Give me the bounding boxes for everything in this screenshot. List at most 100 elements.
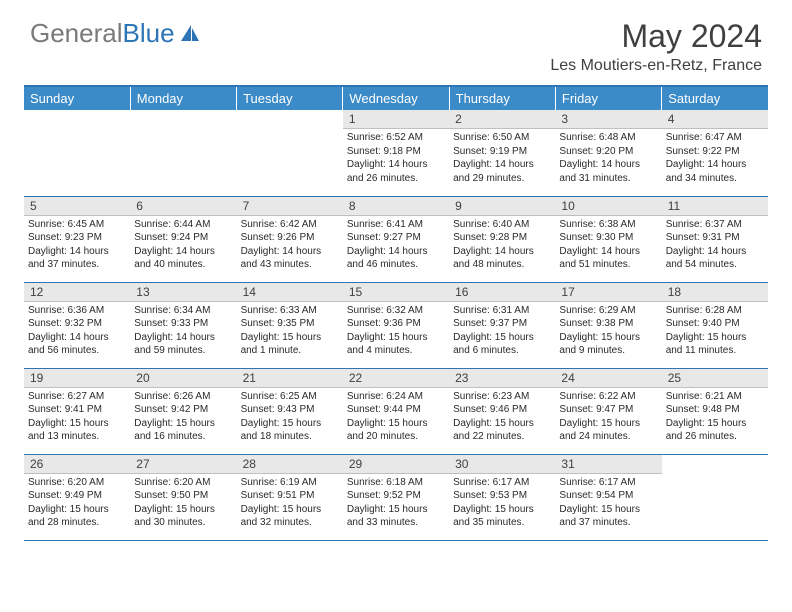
day-number: 16 [449,283,555,302]
sunset-line: Sunset: 9:33 PM [134,317,232,331]
sunset-line: Sunset: 9:26 PM [241,231,339,245]
sunrise-line: Sunrise: 6:17 AM [453,476,551,490]
sunrise-line: Sunrise: 6:40 AM [453,218,551,232]
day-number: 28 [237,455,343,474]
day-details: Sunrise: 6:47 AMSunset: 9:22 PMDaylight:… [662,129,768,189]
calendar-cell: 10Sunrise: 6:38 AMSunset: 9:30 PMDayligh… [555,196,661,282]
calendar-cell: 28Sunrise: 6:19 AMSunset: 9:51 PMDayligh… [237,454,343,540]
day-details: Sunrise: 6:34 AMSunset: 9:33 PMDaylight:… [130,302,236,362]
sunset-line: Sunset: 9:31 PM [666,231,764,245]
daylight-line: Daylight: 14 hours and 37 minutes. [28,245,126,272]
day-number: 2 [449,110,555,129]
sunset-line: Sunset: 9:50 PM [134,489,232,503]
sunrise-line: Sunrise: 6:37 AM [666,218,764,232]
daylight-line: Daylight: 14 hours and 29 minutes. [453,158,551,185]
day-header: Saturday [662,87,768,110]
calendar-cell: 31Sunrise: 6:17 AMSunset: 9:54 PMDayligh… [555,454,661,540]
day-details: Sunrise: 6:17 AMSunset: 9:53 PMDaylight:… [449,474,555,534]
sunset-line: Sunset: 9:52 PM [347,489,445,503]
sunrise-line: Sunrise: 6:50 AM [453,131,551,145]
daylight-line: Daylight: 15 hours and 28 minutes. [28,503,126,530]
sunset-line: Sunset: 9:19 PM [453,145,551,159]
day-details: Sunrise: 6:36 AMSunset: 9:32 PMDaylight:… [24,302,130,362]
sunset-line: Sunset: 9:22 PM [666,145,764,159]
day-header: Sunday [24,87,130,110]
sunset-line: Sunset: 9:36 PM [347,317,445,331]
day-details: Sunrise: 6:27 AMSunset: 9:41 PMDaylight:… [24,388,130,448]
sunrise-line: Sunrise: 6:45 AM [28,218,126,232]
day-details: Sunrise: 6:17 AMSunset: 9:54 PMDaylight:… [555,474,661,534]
day-details: Sunrise: 6:25 AMSunset: 9:43 PMDaylight:… [237,388,343,448]
sunrise-line: Sunrise: 6:20 AM [28,476,126,490]
calendar-table: SundayMondayTuesdayWednesdayThursdayFrid… [24,87,768,541]
daylight-line: Daylight: 15 hours and 26 minutes. [666,417,764,444]
day-number: 19 [24,369,130,388]
day-details: Sunrise: 6:31 AMSunset: 9:37 PMDaylight:… [449,302,555,362]
day-number: 21 [237,369,343,388]
daylight-line: Daylight: 14 hours and 54 minutes. [666,245,764,272]
calendar-cell: 20Sunrise: 6:26 AMSunset: 9:42 PMDayligh… [130,368,236,454]
day-details: Sunrise: 6:32 AMSunset: 9:36 PMDaylight:… [343,302,449,362]
calendar-cell [130,110,236,196]
daylight-line: Daylight: 15 hours and 37 minutes. [559,503,657,530]
daylight-line: Daylight: 14 hours and 34 minutes. [666,158,764,185]
day-details: Sunrise: 6:45 AMSunset: 9:23 PMDaylight:… [24,216,130,276]
daylight-line: Daylight: 14 hours and 40 minutes. [134,245,232,272]
calendar-cell: 24Sunrise: 6:22 AMSunset: 9:47 PMDayligh… [555,368,661,454]
day-number: 20 [130,369,236,388]
sunset-line: Sunset: 9:49 PM [28,489,126,503]
day-number: 13 [130,283,236,302]
title-block: May 2024 Les Moutiers-en-Retz, France [550,18,762,75]
month-title: May 2024 [550,18,762,55]
day-details: Sunrise: 6:18 AMSunset: 9:52 PMDaylight:… [343,474,449,534]
sunrise-line: Sunrise: 6:26 AM [134,390,232,404]
sunset-line: Sunset: 9:37 PM [453,317,551,331]
location-label: Les Moutiers-en-Retz, France [550,57,762,75]
sunrise-line: Sunrise: 6:22 AM [559,390,657,404]
calendar-cell: 23Sunrise: 6:23 AMSunset: 9:46 PMDayligh… [449,368,555,454]
day-number: 22 [343,369,449,388]
calendar-cell: 30Sunrise: 6:17 AMSunset: 9:53 PMDayligh… [449,454,555,540]
calendar-cell: 13Sunrise: 6:34 AMSunset: 9:33 PMDayligh… [130,282,236,368]
calendar-cell [662,454,768,540]
daylight-line: Daylight: 15 hours and 35 minutes. [453,503,551,530]
daylight-line: Daylight: 15 hours and 6 minutes. [453,331,551,358]
calendar-body: 1Sunrise: 6:52 AMSunset: 9:18 PMDaylight… [24,110,768,540]
sunrise-line: Sunrise: 6:32 AM [347,304,445,318]
day-header: Wednesday [343,87,449,110]
sunrise-line: Sunrise: 6:52 AM [347,131,445,145]
sunset-line: Sunset: 9:30 PM [559,231,657,245]
calendar-cell: 1Sunrise: 6:52 AMSunset: 9:18 PMDaylight… [343,110,449,196]
calendar-week: 1Sunrise: 6:52 AMSunset: 9:18 PMDaylight… [24,110,768,196]
daylight-line: Daylight: 15 hours and 9 minutes. [559,331,657,358]
day-number: 1 [343,110,449,129]
sunset-line: Sunset: 9:35 PM [241,317,339,331]
daylight-line: Daylight: 15 hours and 20 minutes. [347,417,445,444]
sunset-line: Sunset: 9:51 PM [241,489,339,503]
daylight-line: Daylight: 15 hours and 33 minutes. [347,503,445,530]
day-details: Sunrise: 6:20 AMSunset: 9:49 PMDaylight:… [24,474,130,534]
calendar-cell: 16Sunrise: 6:31 AMSunset: 9:37 PMDayligh… [449,282,555,368]
calendar-cell: 6Sunrise: 6:44 AMSunset: 9:24 PMDaylight… [130,196,236,282]
calendar-week: 26Sunrise: 6:20 AMSunset: 9:49 PMDayligh… [24,454,768,540]
sunset-line: Sunset: 9:48 PM [666,403,764,417]
calendar-cell [237,110,343,196]
day-number: 17 [555,283,661,302]
sunrise-line: Sunrise: 6:24 AM [347,390,445,404]
day-number: 23 [449,369,555,388]
daylight-line: Daylight: 15 hours and 4 minutes. [347,331,445,358]
daylight-line: Daylight: 14 hours and 51 minutes. [559,245,657,272]
day-header: Monday [130,87,236,110]
calendar-cell: 18Sunrise: 6:28 AMSunset: 9:40 PMDayligh… [662,282,768,368]
day-details: Sunrise: 6:41 AMSunset: 9:27 PMDaylight:… [343,216,449,276]
sunset-line: Sunset: 9:46 PM [453,403,551,417]
day-number: 18 [662,283,768,302]
daylight-line: Daylight: 14 hours and 46 minutes. [347,245,445,272]
sunset-line: Sunset: 9:20 PM [559,145,657,159]
calendar-cell: 22Sunrise: 6:24 AMSunset: 9:44 PMDayligh… [343,368,449,454]
calendar-week: 12Sunrise: 6:36 AMSunset: 9:32 PMDayligh… [24,282,768,368]
day-number: 31 [555,455,661,474]
sunrise-line: Sunrise: 6:33 AM [241,304,339,318]
day-details: Sunrise: 6:20 AMSunset: 9:50 PMDaylight:… [130,474,236,534]
day-number: 24 [555,369,661,388]
